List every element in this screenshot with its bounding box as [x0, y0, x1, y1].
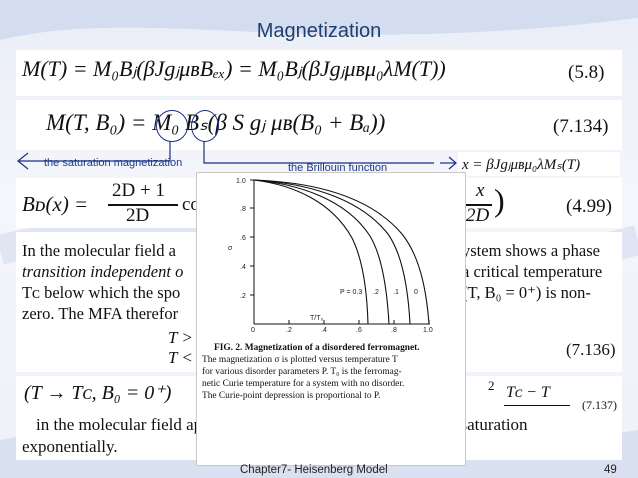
- brillouin-circle-marker: [191, 110, 219, 142]
- magnetization-plot: 1.0 .8 .6 .4 .2 σ 0 .2 .4 .6 .8 1.0 P = …: [228, 178, 433, 334]
- equation-7-137-number: (7.137): [582, 398, 617, 412]
- figure-caption-line-5: The Curie-point depression is proportion…: [202, 391, 381, 401]
- saturation-annotation: the saturation magnetization: [44, 157, 183, 169]
- equation-4-99-frac-num: 2D + 1: [112, 180, 165, 201]
- equation-7-137-exp: 2: [488, 378, 495, 393]
- figure-caption-line-4: netic Curie temperature for a system wit…: [202, 379, 405, 389]
- paragraph-line-1-right: ystem shows a phase: [462, 241, 600, 260]
- figure-caption-line-1: FIG. 2. Magnetization of a disordered fe…: [214, 343, 420, 353]
- equation-7-137-frac-bar: [504, 405, 570, 407]
- slide-title: Magnetization: [256, 20, 382, 42]
- equation-7-136-b: T <: [168, 348, 193, 367]
- paragraph-line-4-left: zero. The MFA therefor: [22, 304, 179, 323]
- paragraph-line-3-left: Tᴄ below which the spo: [22, 283, 181, 302]
- equation-4-99-right-num: x: [476, 180, 485, 201]
- y-tick-label-3: .6: [240, 235, 246, 242]
- x-tick-label-3: .4: [321, 327, 327, 334]
- paragraph-line-3-right: (T, B₀ = 0⁺) is non-: [462, 283, 591, 302]
- equation-4-99-frac-den: 2D: [126, 205, 150, 226]
- equation-4-99-right-den: 2D: [466, 205, 490, 226]
- paragraph-line-2-right: a critical temperature: [462, 262, 603, 281]
- equation-x-panel: [458, 152, 620, 176]
- equation-7-134-number: (7.134): [553, 116, 609, 137]
- y-axis-label: σ: [228, 245, 233, 252]
- saturation-circle-marker: [156, 110, 188, 142]
- equation-4-99-number: (4.99): [566, 196, 612, 217]
- curve-p-0: [253, 179, 430, 325]
- curve-p-0-2: [253, 179, 390, 325]
- equation-7-137-left: (T → Tᴄ, B₀ = 0⁺): [24, 382, 172, 404]
- x-tick-label-5: .8: [391, 327, 397, 334]
- equation-4-99-frac-bar: [108, 204, 178, 206]
- x-tick-label-4: .6: [356, 327, 362, 334]
- y-tick-label-1: 1.0: [236, 178, 246, 185]
- figure-caption-line-3: for various disorder parameters P. T₀ is…: [202, 367, 402, 377]
- brillouin-annotation: the Brillouin function: [288, 162, 388, 174]
- curve-label-1: P = 0.3: [340, 289, 362, 296]
- curve-p-0-1: [253, 179, 411, 325]
- equation-7-137-frac: Tᴄ − T: [506, 384, 550, 401]
- equation-5-8-panel: [16, 50, 622, 96]
- curve-label-3: .1: [393, 289, 399, 296]
- equation-5-8: M(T) = M₀Bⱼ(βJgⱼμʙBₑₓ) = M₀Bⱼ(βJgⱼμʙμ₀λM…: [22, 56, 446, 81]
- x-axis-label: T/T₀: [310, 315, 323, 322]
- figure-overlay: [196, 172, 466, 466]
- paragraph-line-2-left: transition independent o: [22, 262, 184, 281]
- equation-4-99-left: Bᴅ(x) =: [22, 192, 89, 216]
- curve-p-0-3: [253, 179, 369, 325]
- y-ticks: [250, 179, 254, 296]
- equation-4-99-paren: ): [494, 182, 505, 218]
- closing-line-2: exponentially.: [22, 437, 118, 456]
- equation-7-136-number: (7.136): [566, 340, 616, 359]
- curve-label-2: .2: [373, 289, 379, 296]
- y-tick-label-2: .8: [240, 206, 246, 213]
- equation-4-99-right-bar: [466, 204, 492, 206]
- y-tick-label-5: .2: [240, 293, 246, 300]
- x-tick-label-2: .2: [286, 327, 292, 334]
- slide-footer: Chapter7- Heisenberg Model: [240, 464, 388, 476]
- equation-7-136-a: T >: [168, 328, 193, 347]
- x-tick-label-1: 0: [251, 327, 255, 334]
- paragraph-line-1-left: In the molecular field a: [22, 241, 176, 260]
- equation-5-8-number: (5.8): [568, 62, 605, 83]
- equation-7-134-panel: [16, 100, 622, 150]
- y-tick-label-4: .4: [240, 264, 246, 271]
- page-number: 49: [604, 464, 617, 476]
- equation-x: x = βJgⱼμʙμ₀λMₛ(T): [462, 157, 581, 173]
- figure-caption-line-2: The magnetization σ is plotted versus te…: [202, 355, 398, 365]
- curve-label-4: 0: [414, 289, 418, 296]
- x-tick-label-6: 1.0: [423, 327, 433, 334]
- equation-4-99-tail: co: [182, 194, 200, 215]
